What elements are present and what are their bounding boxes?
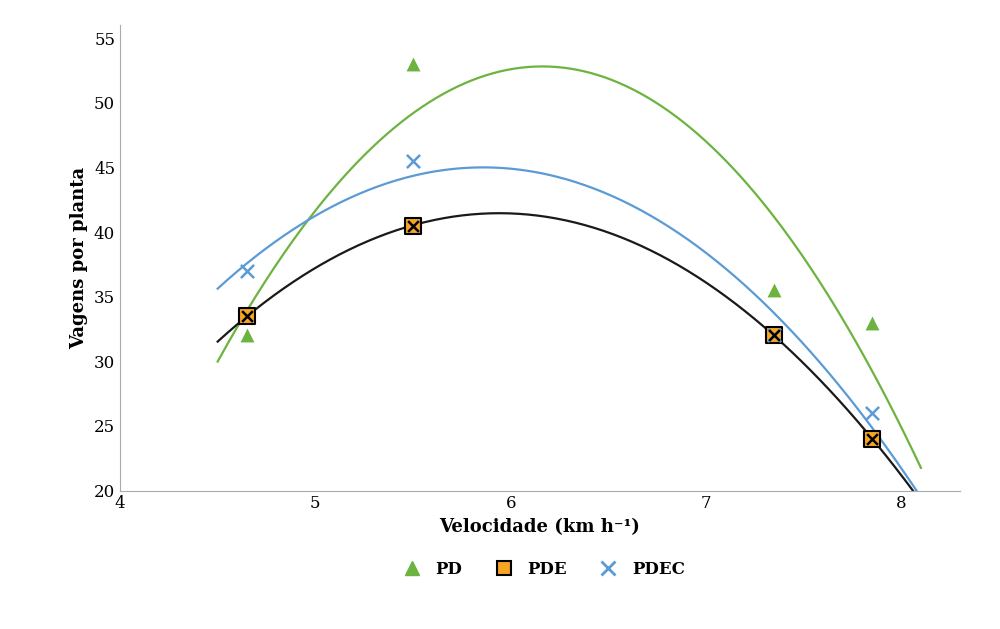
Point [239,266,255,276]
Point [864,408,880,418]
Point [405,221,421,231]
Point [239,311,255,321]
Point [405,221,421,231]
Point [405,156,421,166]
Point [766,330,782,340]
Point [405,59,421,69]
Y-axis label: Vagens por planta: Vagens por planta [70,167,88,349]
Point [864,318,880,328]
Point [239,330,255,340]
Point [766,285,782,295]
Point [864,434,880,444]
Legend: PD, PDE, PDEC: PD, PDE, PDEC [389,554,691,585]
Point [239,311,255,321]
Point [766,330,782,340]
Point [864,434,880,444]
X-axis label: Velocidade (km h⁻¹): Velocidade (km h⁻¹) [440,518,640,536]
Point [766,330,782,340]
